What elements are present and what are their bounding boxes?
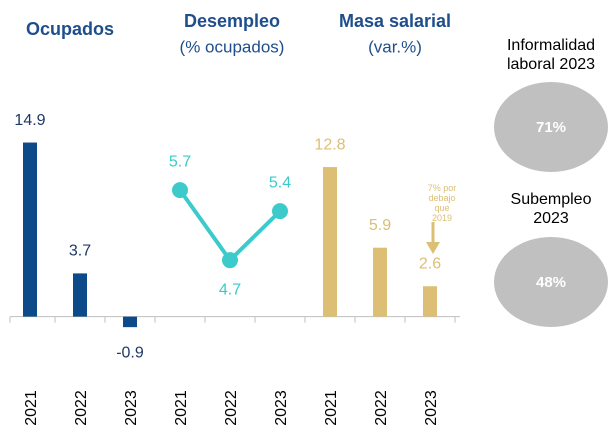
series-subtitle: (% ocupados) <box>180 37 285 56</box>
bar <box>73 273 87 317</box>
indicator-title: Subempleo 2023 <box>510 191 592 227</box>
data-label: 5.7 <box>169 153 191 170</box>
line-marker <box>222 252 238 269</box>
data-label: 2.6 <box>419 255 441 272</box>
x-tick-label: 2021 <box>173 390 190 426</box>
data-label: 12.8 <box>314 136 345 153</box>
x-tick-label: 2022 <box>223 390 240 426</box>
series-title: Desempleo <box>184 11 280 31</box>
indicator-value: 48% <box>536 274 566 291</box>
data-label: -0.9 <box>116 344 144 361</box>
annotation: 7% por debajo que 2019 <box>427 183 457 223</box>
indicator-value: 71% <box>536 119 566 136</box>
bar <box>323 167 337 317</box>
bar <box>373 247 387 317</box>
data-label: 3.7 <box>69 243 91 260</box>
data-label: 5.4 <box>269 174 291 191</box>
line-marker <box>172 182 188 199</box>
indicator-circle <box>494 237 608 327</box>
x-tick-label: 2023 <box>273 390 290 426</box>
line-marker <box>272 203 288 220</box>
bar <box>23 142 37 317</box>
series-subtitle: (var.%) <box>368 37 422 56</box>
x-tick-label: 2022 <box>373 390 390 426</box>
x-tick-label: 2021 <box>323 390 340 426</box>
data-label: 4.7 <box>219 281 241 298</box>
annotation-arrowhead <box>426 242 440 254</box>
x-tick-label: 2023 <box>123 390 140 426</box>
x-tick-label: 2023 <box>423 390 440 426</box>
x-tick-label: 2022 <box>73 390 90 426</box>
x-tick-label: 2021 <box>23 390 40 426</box>
bar <box>123 316 137 328</box>
data-label: 14.9 <box>14 112 45 129</box>
data-label: 5.9 <box>369 217 391 234</box>
line <box>178 188 282 264</box>
indicator-title: Informalidad laboral 2023 <box>506 37 596 73</box>
indicator-circle <box>494 82 608 172</box>
bar <box>423 286 437 317</box>
series-title: Ocupados <box>26 19 114 39</box>
series-title: Masa salarial <box>339 11 451 31</box>
